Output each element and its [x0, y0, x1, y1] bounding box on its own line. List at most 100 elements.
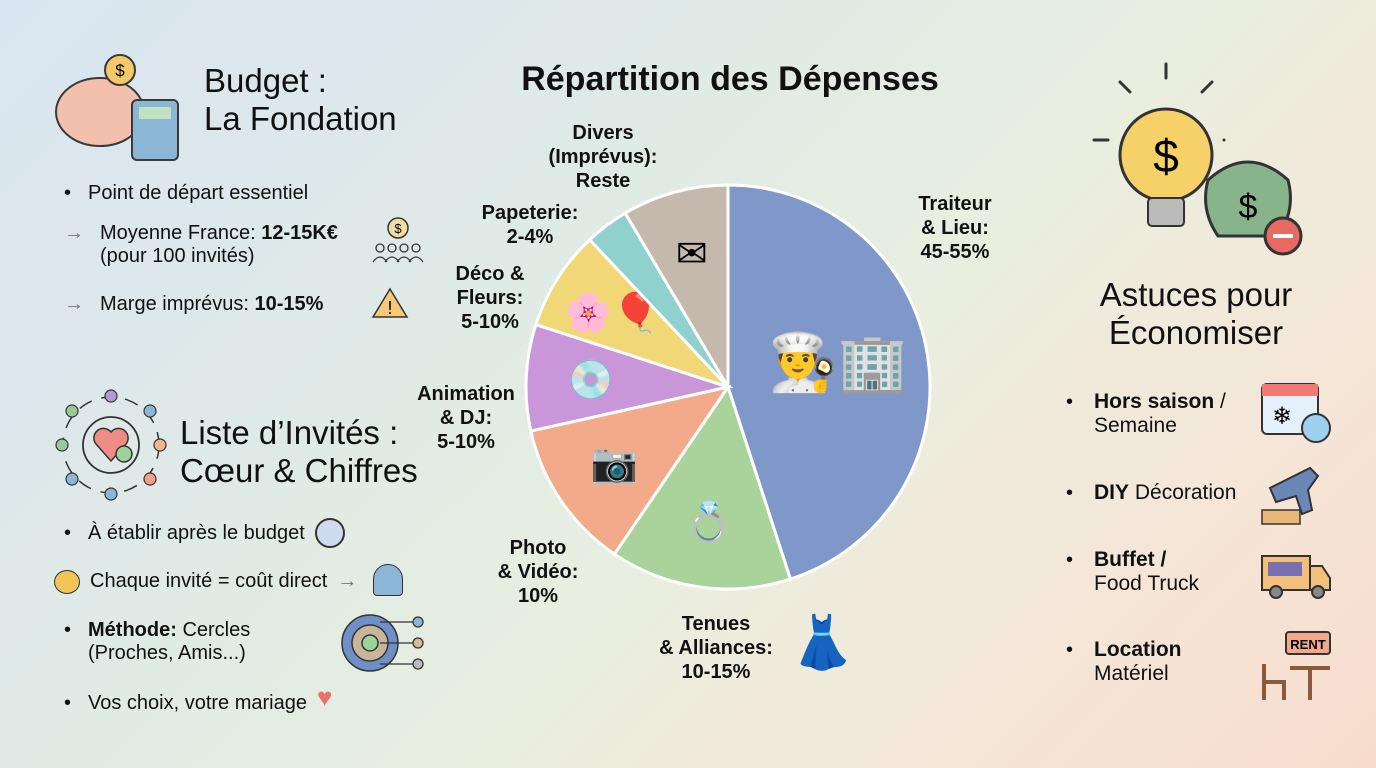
item-text: Moyenne France:: [100, 222, 262, 244]
pie-label: Tenues & Alliances: 10-15%: [659, 612, 773, 684]
food-truck-icon: [1261, 555, 1331, 599]
item-text2: (Proches, Amis...): [88, 642, 246, 664]
pie-label-line: 45-55%: [920, 241, 990, 263]
item-text: À établir après le budget: [88, 522, 305, 544]
bullet-icon: •: [64, 182, 72, 204]
pie-label-line: Papeterie:: [481, 202, 579, 224]
pie-label-line: Animation: [417, 383, 515, 405]
pie-label-line: Fleurs:: [456, 287, 524, 309]
pie-label-line: 5-10%: [461, 311, 519, 333]
tip-text2: Matériel: [1094, 662, 1169, 685]
pie-label: Photo & Vidéo: 10%: [498, 536, 579, 608]
concentric-circles-icon: [341, 614, 424, 672]
camera-icon: 📷: [591, 443, 638, 485]
page-title: Répartition des Dépenses: [521, 60, 939, 98]
pie-label-line: (Imprévus):: [548, 146, 658, 168]
tip-item-4: • Location Matériel: [1066, 638, 1182, 686]
coin-people-icon: $: [372, 217, 424, 263]
budget-item-1: • Point de départ essentiel: [64, 182, 308, 205]
piggy-bank-calculator-icon: $: [55, 54, 179, 161]
tip-bold: DIY: [1094, 481, 1130, 504]
arrow-icon: →: [64, 222, 84, 244]
bullet-icon: •: [64, 692, 72, 714]
tip-bold: Hors saison: [1094, 390, 1215, 413]
item-text: Marge imprévus:: [100, 293, 255, 315]
pie-label-line: Photo: [509, 537, 567, 559]
guests-item-4: • Vos choix, votre mariage ♥: [64, 684, 332, 715]
tip-bold: Location: [1094, 638, 1182, 661]
item-bold: 10-15%: [254, 293, 324, 315]
bullet-icon: •: [1066, 639, 1074, 661]
guests-item-2: Chaque invité = coût direct →: [54, 564, 404, 596]
svg-text:!: !: [387, 298, 392, 318]
tip-text: Décoration: [1129, 481, 1237, 504]
budget-title-line2: La Fondation: [204, 100, 397, 137]
item-text2: (pour 100 invités): [100, 245, 255, 267]
pie-label-line: Tenues: [681, 613, 751, 635]
pie-slice: [533, 237, 730, 389]
item-text: Point de départ essentiel: [88, 182, 309, 204]
person-icon: [373, 564, 404, 596]
guests-item-1: • À établir après le budget: [64, 518, 345, 548]
arrow-icon: →: [64, 293, 84, 315]
pie-label-line: 2-4%: [506, 226, 554, 248]
item-text: Vos choix, votre mariage: [88, 692, 307, 714]
budget-title-line1: Budget :: [204, 62, 327, 99]
item-bold: 12-15K€: [261, 222, 338, 244]
pie-label-line: Reste: [575, 170, 631, 192]
pie-label-line: 10-15%: [681, 661, 751, 683]
coins-icon: [54, 570, 80, 594]
item-bold: Méthode:: [88, 619, 177, 641]
pie-label-line: 10%: [517, 585, 559, 607]
svg-text:$: $: [394, 221, 402, 236]
glue-gun-icon: [1261, 466, 1320, 525]
pie-label-line: Traiteur: [918, 193, 992, 215]
item-text: Chaque invité = coût direct: [90, 570, 328, 592]
warning-icon: !: [371, 287, 409, 318]
tips-title-line2: Économiser: [1108, 314, 1284, 351]
budget-item-3: → Marge imprévus: 10-15%: [64, 293, 323, 316]
guests-item-3: • Méthode: Cercles (Proches, Amis...): [64, 619, 250, 665]
budget-heading: Budget : La Fondation: [204, 62, 397, 138]
tip-item-2: • DIY Décoration: [1066, 481, 1236, 505]
tip-text: /: [1214, 390, 1226, 413]
item-text: Cercles: [176, 619, 251, 641]
pie-label-line: & Lieu:: [921, 217, 989, 239]
pie-label-line: & DJ:: [439, 407, 493, 429]
calendar-snowflake-icon: ❄: [1261, 383, 1331, 443]
pie-label: Animation & DJ: 5-10%: [417, 382, 515, 454]
clock-icon: [314, 518, 345, 548]
tip-item-1: • Hors saison / Semaine: [1066, 390, 1226, 438]
tips-title-line1: Astuces pour: [1099, 276, 1293, 313]
pie-slice: [529, 384, 732, 557]
arrow-icon: →: [337, 570, 358, 592]
chef-building-icon: 👨‍🍳🏢: [768, 331, 907, 395]
pie-label-line: Divers: [572, 122, 634, 144]
svg-text:❄: ❄: [1272, 403, 1292, 430]
pie-label-line: & Vidéo:: [497, 561, 579, 583]
pie-slice: [612, 383, 793, 591]
bullet-icon: •: [1066, 482, 1074, 504]
pie-slice: [623, 183, 730, 393]
turntable-icon: 💿: [567, 358, 614, 403]
pie-label-line: & Alliances:: [659, 637, 773, 659]
wedding-dress-icon: 👗: [790, 614, 855, 672]
lightbulb-money-bag-icon: $ $: [1092, 62, 1303, 256]
bullet-icon: •: [1066, 549, 1074, 571]
tip-item-3: • Buffet / Food Truck: [1066, 548, 1199, 596]
pie-label-line: Déco &: [455, 263, 525, 285]
tips-heading: Astuces pour Économiser: [1060, 276, 1332, 352]
pie-slice: [524, 322, 734, 433]
pie-label-line: 5-10%: [437, 431, 495, 453]
envelope-question-icon: ✉: [676, 234, 708, 276]
svg-text:$: $: [1153, 130, 1179, 182]
tip-bold: Buffet /: [1094, 548, 1167, 571]
svg-text:$: $: [115, 61, 125, 80]
guests-title-line1: Liste d’Invités :: [180, 414, 399, 451]
guest-circle-heart-icon: [55, 389, 167, 501]
pie-label: Déco & Fleurs: 5-10%: [456, 262, 525, 334]
tip-text2: Semaine: [1094, 414, 1177, 437]
pie-slice: [726, 183, 932, 582]
pie-label: Papeterie: 2-4%: [482, 201, 579, 249]
